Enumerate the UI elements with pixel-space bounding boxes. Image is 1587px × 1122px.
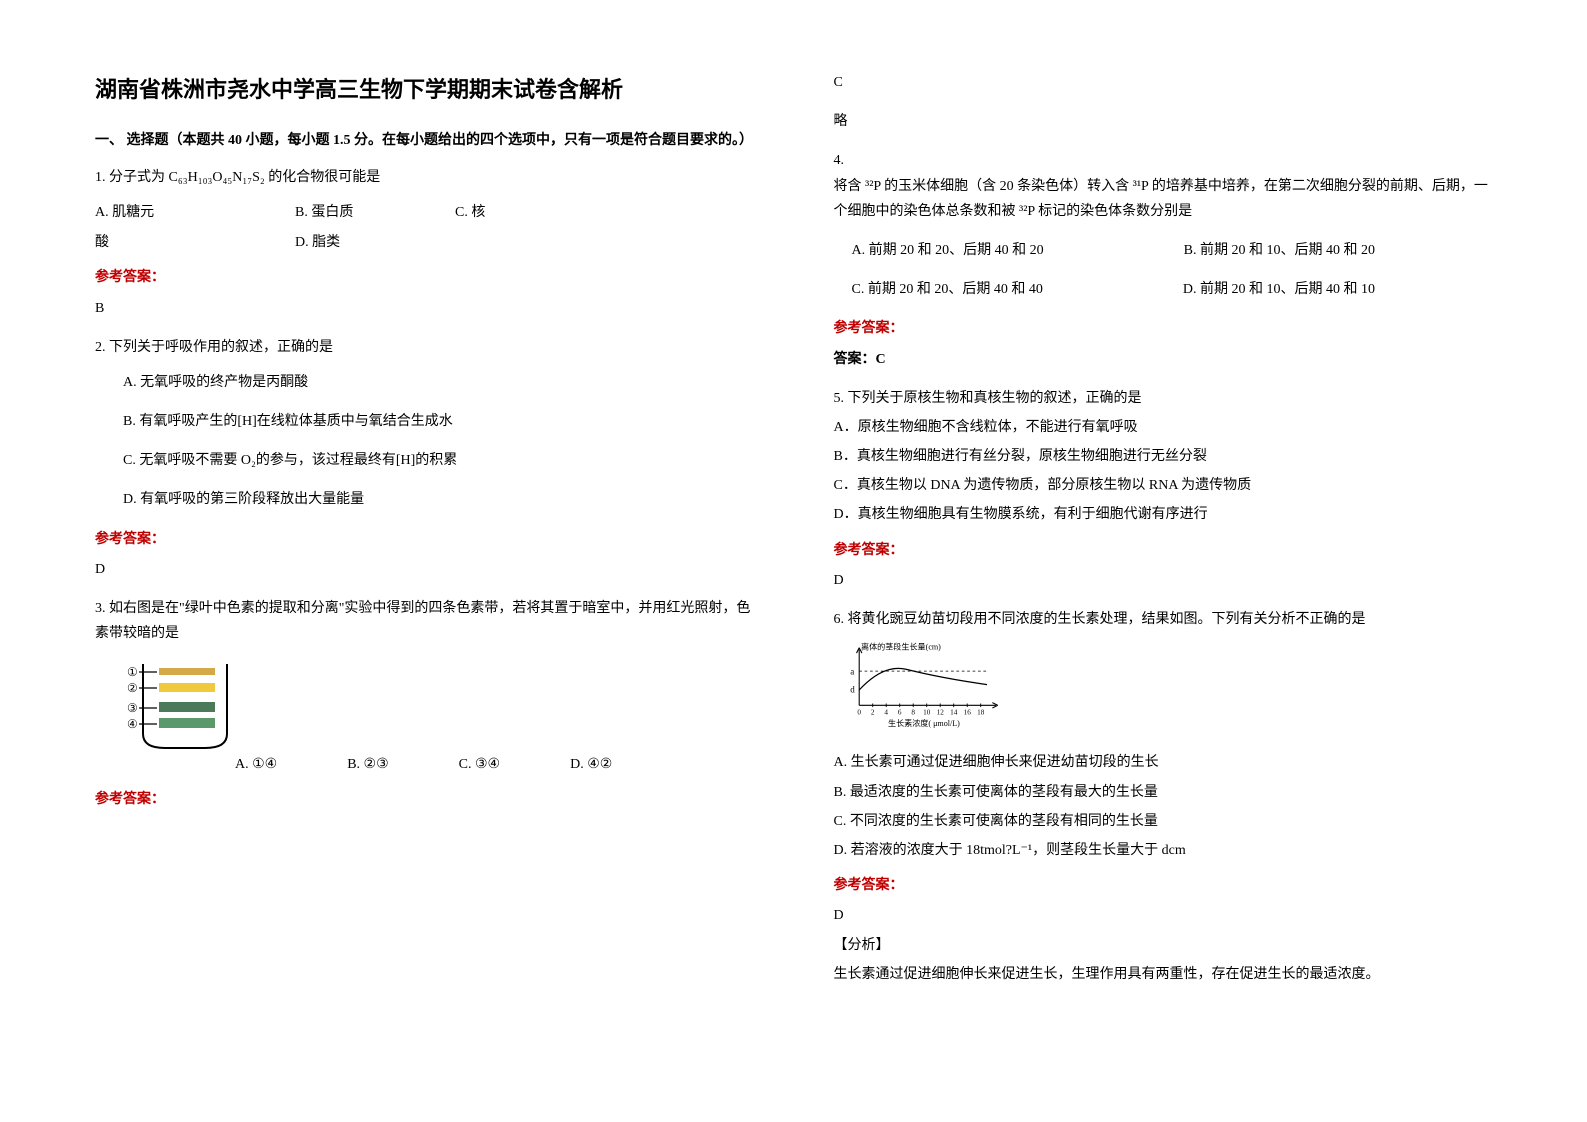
q1-optA: A. 肌糖元 xyxy=(95,200,295,225)
q3-optC: C. ③④ xyxy=(459,752,500,777)
q2-text: 2. 下列关于呼吸作用的叙述，正确的是 xyxy=(95,335,754,360)
q6-text: 6. 将黄化豌豆幼苗切段用不同浓度的生长素处理，结果如图。下列有关分析不正确的是 xyxy=(834,607,1493,632)
chart-xlabel: 生长素浓度( μmol/L) xyxy=(888,718,960,728)
q1-options-row1: A. 肌糖元 B. 蛋白质 C. 核 xyxy=(95,200,754,225)
right-column: C 略 4. 将含 ³²P 的玉米体细胞（含 20 条染色体）转入含 ³¹P 的… xyxy=(834,70,1493,1082)
q3-answer-label: 参考答案： xyxy=(95,787,754,812)
q5-optC: C．真核生物以 DNA 为遗传物质，部分原核生物以 RNA 为遗传物质 xyxy=(834,473,1493,498)
question-5: 5. 下列关于原核生物和真核生物的叙述，正确的是 A．原核生物细胞不含线粒体，不… xyxy=(834,386,1493,593)
q2-optC: C. 无氧呼吸不需要 O₂的参与，该过程最终有[H]的积累 xyxy=(95,448,754,473)
q2-optD: D. 有氧呼吸的第三阶段释放出大量能量 xyxy=(95,487,754,512)
svg-text:18: 18 xyxy=(977,708,985,716)
q1-optD: D. 脂类 xyxy=(295,230,340,255)
q6-analysis-label: 【分析】 xyxy=(834,933,1493,958)
q6-analysis: 生长素通过促进细胞伸长来促进生长，生理作用具有两重性，存在促进生长的最适浓度。 xyxy=(834,962,1493,987)
q5-optA: A．原核生物细胞不含线粒体，不能进行有氧呼吸 xyxy=(834,415,1493,440)
svg-text:③: ③ xyxy=(127,701,138,715)
q6-optD: D. 若溶液的浓度大于 18tmol?L⁻¹，则茎段生长量大于 dcm xyxy=(834,838,1493,863)
q2-optA: A. 无氧呼吸的终产物是丙酮酸 xyxy=(95,370,754,395)
q3-chromatography-figure: ① ② ③ ④ xyxy=(115,656,754,765)
q4-optB: B. 前期 20 和 10、后期 40 和 20 xyxy=(1184,238,1375,263)
question-4: 4. 将含 ³²P 的玉米体细胞（含 20 条染色体）转入含 ³¹P 的培养基中… xyxy=(834,148,1493,371)
q4-answer-label: 参考答案： xyxy=(834,316,1493,341)
q5-answer: D xyxy=(834,568,1493,593)
question-2: 2. 下列关于呼吸作用的叙述，正确的是 A. 无氧呼吸的终产物是丙酮酸 B. 有… xyxy=(95,335,754,582)
q5-optB: B．真核生物细胞进行有丝分裂，原核生物细胞进行无丝分裂 xyxy=(834,444,1493,469)
svg-text:14: 14 xyxy=(950,708,958,716)
q6-chart-svg: 离体的茎段生长量(cm) a d 0 2 4 6 8 10 12 14 xyxy=(834,638,1014,733)
q1-options-row2: 酸 D. 脂类 xyxy=(95,230,754,255)
q1-optC-part1: C. 核 xyxy=(455,200,485,225)
question-1: 1. 分子式为 C₆₃H₁₀₃O₄₅N₁₇S₂ 的化合物很可能是 A. 肌糖元 … xyxy=(95,165,754,321)
q3-optB: B. ②③ xyxy=(347,752,388,777)
q6-answer: D xyxy=(834,903,1493,928)
question-3: 3. 如右图是在"绿叶中色素的提取和分离"实验中得到的四条色素带，若将其置于暗室… xyxy=(95,596,754,812)
q4-optD: D. 前期 20 和 10、后期 40 和 10 xyxy=(1183,277,1375,302)
q6-optC: C. 不同浓度的生长素可使离体的茎段有相同的生长量 xyxy=(834,809,1493,834)
svg-text:0: 0 xyxy=(857,708,861,716)
chart-ylabel: 离体的茎段生长量(cm) xyxy=(861,642,941,652)
question-6: 6. 将黄化豌豆幼苗切段用不同浓度的生长素处理，结果如图。下列有关分析不正确的是… xyxy=(834,607,1493,987)
q3-omit: 略 xyxy=(834,109,1493,134)
svg-text:d: d xyxy=(850,685,855,695)
q5-text: 5. 下列关于原核生物和真核生物的叙述，正确的是 xyxy=(834,386,1493,411)
q1-answer-label: 参考答案： xyxy=(95,265,754,290)
svg-text:6: 6 xyxy=(897,708,901,716)
section-header: 一、 选择题（本题共 40 小题，每小题 1.5 分。在每小题给出的四个选项中，… xyxy=(95,128,754,153)
svg-text:①: ① xyxy=(127,665,138,679)
chromatography-svg: ① ② ③ ④ xyxy=(115,656,235,756)
q1-optC-part2: 酸 xyxy=(95,230,295,255)
svg-text:12: 12 xyxy=(936,708,944,716)
svg-text:a: a xyxy=(850,667,854,677)
q1-answer: B xyxy=(95,296,754,321)
svg-text:2: 2 xyxy=(870,708,874,716)
q2-optB: B. 有氧呼吸产生的[H]在线粒体基质中与氧结合生成水 xyxy=(95,409,754,434)
svg-text:10: 10 xyxy=(923,708,931,716)
q4-number: 4. xyxy=(834,148,1493,173)
q4-text: 将含 ³²P 的玉米体细胞（含 20 条染色体）转入含 ³¹P 的培养基中培养，… xyxy=(834,174,1493,224)
q4-options: A. 前期 20 和 20、后期 40 和 20 B. 前期 20 和 10、后… xyxy=(834,238,1493,302)
svg-text:8: 8 xyxy=(911,708,915,716)
q5-optD: D．真核生物细胞具有生物膜系统，有利于细胞代谢有序进行 xyxy=(834,502,1493,527)
q6-answer-label: 参考答案： xyxy=(834,873,1493,898)
q6-optA: A. 生长素可通过促进细胞伸长来促进幼苗切段的生长 xyxy=(834,750,1493,775)
q2-answer-label: 参考答案： xyxy=(95,527,754,552)
svg-text:16: 16 xyxy=(963,708,971,716)
q1-optB: B. 蛋白质 xyxy=(295,200,455,225)
svg-text:②: ② xyxy=(127,681,138,695)
q6-chart: 离体的茎段生长量(cm) a d 0 2 4 6 8 10 12 14 xyxy=(834,638,1493,742)
q1-text: 1. 分子式为 C₆₃H₁₀₃O₄₅N₁₇S₂ 的化合物很可能是 xyxy=(95,165,754,190)
q3-optD: D. ④② xyxy=(570,752,612,777)
page-title: 湖南省株洲市尧水中学高三生物下学期期末试卷含解析 xyxy=(95,70,754,110)
q3-answer: C xyxy=(834,70,1493,95)
q3-optA: A. ①④ xyxy=(235,752,277,777)
q2-answer: D xyxy=(95,557,754,582)
svg-text:④: ④ xyxy=(127,717,138,731)
q6-optB: B. 最适浓度的生长素可使离体的茎段有最大的生长量 xyxy=(834,780,1493,805)
q4-answer: 答案：C xyxy=(834,347,1493,372)
q4-optC: C. 前期 20 和 20、后期 40 和 40 xyxy=(852,277,1043,302)
q4-optA: A. 前期 20 和 20、后期 40 和 20 xyxy=(852,238,1044,263)
svg-text:4: 4 xyxy=(884,708,888,716)
left-column: 湖南省株洲市尧水中学高三生物下学期期末试卷含解析 一、 选择题（本题共 40 小… xyxy=(95,70,754,1082)
q3-text: 3. 如右图是在"绿叶中色素的提取和分离"实验中得到的四条色素带，若将其置于暗室… xyxy=(95,596,754,646)
q5-answer-label: 参考答案： xyxy=(834,538,1493,563)
